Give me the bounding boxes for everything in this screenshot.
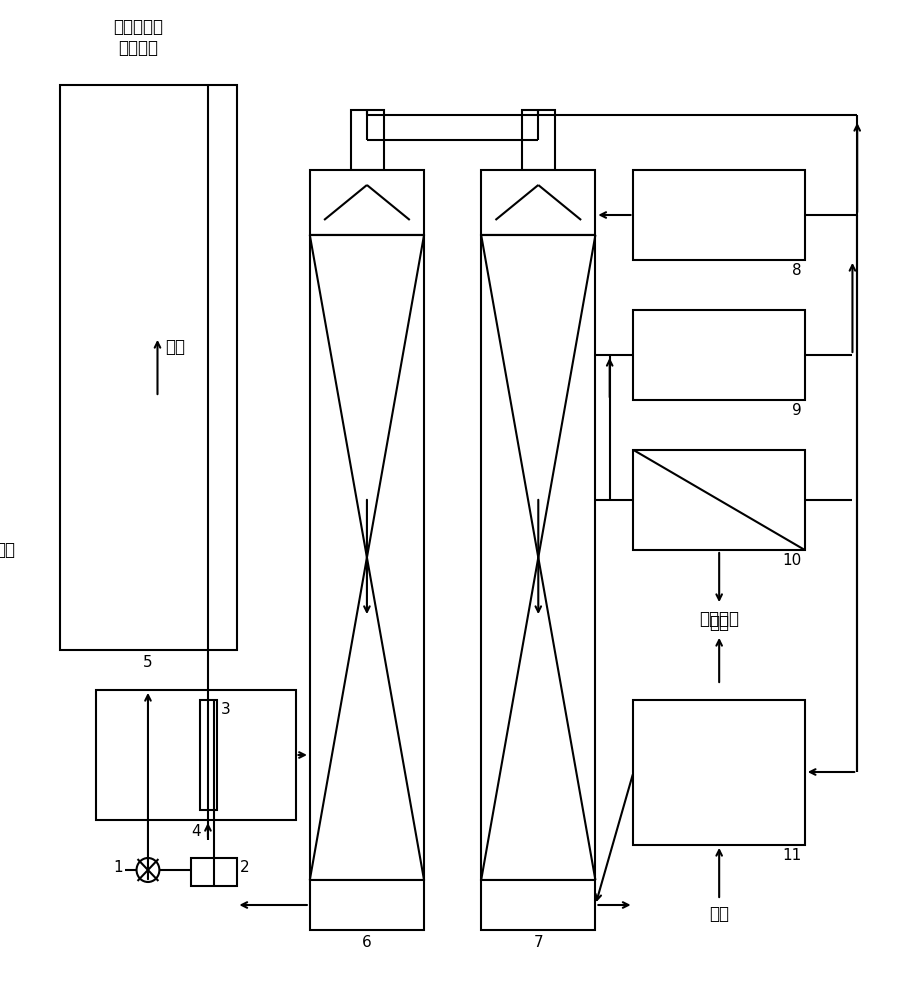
Bar (350, 110, 384, 170)
Bar (96, 690, 296, 820)
Text: 4: 4 (191, 824, 200, 839)
Bar (310, 880, 424, 930)
Bar (633, 700, 805, 845)
Text: 9: 9 (792, 403, 802, 418)
Text: 7: 7 (533, 935, 543, 950)
Bar (200, 700, 217, 810)
Text: 10: 10 (783, 553, 802, 568)
Bar (481, 170, 596, 235)
Bar (633, 170, 805, 260)
Bar (522, 110, 555, 170)
Bar (633, 310, 805, 400)
Text: 出水: 出水 (0, 541, 14, 559)
Bar (481, 880, 596, 930)
Text: 尾气: 尾气 (709, 614, 729, 632)
Text: 生物硫磺: 生物硫磺 (699, 610, 739, 628)
Text: 空气: 空气 (709, 905, 729, 923)
Bar (60, 85, 236, 650)
Bar (191, 858, 236, 886)
Text: 1: 1 (114, 860, 123, 876)
Text: 11: 11 (783, 848, 802, 863)
Text: 6: 6 (362, 935, 372, 950)
Text: 8: 8 (792, 263, 802, 278)
Text: 3: 3 (221, 702, 230, 717)
Text: 沼气: 沼气 (165, 338, 185, 356)
Bar (481, 235, 596, 880)
Text: 5: 5 (143, 655, 153, 670)
Bar (310, 235, 424, 880)
Text: 酸性硫酸盐
有机废水: 酸性硫酸盐 有机废水 (114, 18, 163, 57)
Text: 2: 2 (241, 860, 250, 875)
Bar (310, 170, 424, 235)
Bar (633, 450, 805, 550)
